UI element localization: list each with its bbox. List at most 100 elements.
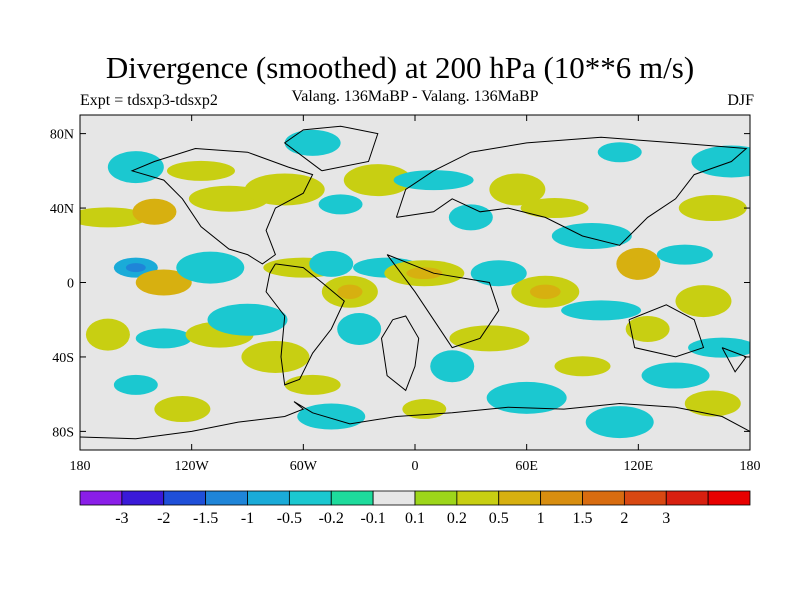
- colorbar-label-6: -0.1: [360, 510, 385, 527]
- chart-title: Divergence (smoothed) at 200 hPa (10**6 …: [105, 50, 695, 85]
- colorbar-label-9: 0.5: [489, 510, 509, 527]
- lon-tick-label-6: 180: [740, 459, 761, 474]
- field-blob-13: [154, 396, 211, 423]
- field-blob-43: [449, 325, 530, 352]
- colorbar-swatch-4: [247, 490, 290, 506]
- colorbar-swatch-10: [498, 490, 542, 506]
- field-blob-49: [684, 390, 741, 417]
- field-core-19: [406, 267, 443, 280]
- field-core-4: [144, 205, 165, 218]
- field-blob-50: [585, 406, 654, 439]
- field-blob-26: [343, 164, 412, 197]
- lon-tick-label-1: 120W: [175, 459, 210, 474]
- colorbar-label-7: 0.1: [405, 510, 425, 527]
- field-blob-5: [107, 151, 164, 184]
- field-blob-25: [284, 129, 341, 156]
- lon-tick-label-5: 120E: [624, 459, 654, 474]
- field-core-0: [125, 263, 146, 273]
- colorbar-label-12: 2: [620, 510, 628, 527]
- colorbar-label-5: -0.2: [319, 510, 344, 527]
- coastline-0: [80, 401, 750, 440]
- field-blob-9: [135, 328, 192, 349]
- field-blob-37: [470, 260, 527, 287]
- season-label: DJF: [727, 92, 754, 109]
- colorbar-swatch-2: [163, 490, 207, 506]
- field-blob-24: [318, 194, 363, 215]
- colorbar-swatch-9: [456, 490, 500, 506]
- field-blob-47: [486, 381, 567, 414]
- field-blob-40: [625, 316, 670, 343]
- field-blob-34: [678, 195, 747, 222]
- field-blob-20: [337, 313, 382, 346]
- lon-tick-label-0: 180: [70, 459, 91, 474]
- lat-tick-label-4: 80S: [52, 425, 74, 440]
- field-blob-35: [691, 145, 750, 178]
- colorbar-swatch-5: [288, 490, 332, 506]
- colorbar-label-13: 3: [662, 510, 670, 527]
- field-blob-28: [448, 204, 493, 231]
- colorbar-label-2: -1.5: [193, 510, 218, 527]
- field-blob-29: [489, 173, 546, 206]
- colorbar-swatch-6: [330, 490, 374, 506]
- field-blob-8: [85, 318, 130, 351]
- field-blob-41: [675, 285, 732, 318]
- colorbar-swatch-7: [372, 490, 416, 506]
- coastlines: [80, 125, 750, 440]
- colorbar-swatch-0: [79, 490, 123, 506]
- colorbar-swatch-1: [121, 490, 165, 506]
- lon-tick-label-4: 60E: [515, 459, 538, 474]
- field-blob-12: [113, 374, 158, 395]
- field-blob-39: [561, 300, 642, 321]
- field-core-38: [529, 284, 561, 300]
- lat-tick-label-1: 40N: [50, 202, 74, 217]
- coastline-4: [283, 125, 379, 172]
- field-blob-36: [597, 142, 642, 163]
- field-blob-21: [284, 374, 341, 395]
- colorbar-swatch-14: [665, 490, 709, 506]
- colorbar-label-3: -1: [241, 510, 254, 527]
- field-blob-16: [309, 250, 354, 277]
- lon-tick-label-3: 0: [412, 459, 419, 474]
- coastline-6: [395, 136, 748, 246]
- colorbar-swatch-13: [623, 490, 667, 506]
- coastline-8: [721, 347, 748, 373]
- colorbar: -3 -2 -1.5 -1 -0.5 -0.2 -0.1 0.1 0.2 0.5 1 1.5 2 3: [79, 490, 751, 527]
- field-blob-23: [244, 173, 325, 206]
- field-blob-31: [551, 222, 632, 249]
- colorbar-label-1: -2: [157, 510, 170, 527]
- colorbar-swatch-11: [540, 490, 583, 506]
- field-blob-44: [430, 350, 475, 383]
- coastline-3: [130, 147, 314, 265]
- field-blob-14: [241, 340, 310, 373]
- colorbar-label-4: -0.5: [277, 510, 302, 527]
- field-blob-46: [641, 362, 710, 389]
- field-blob-11: [207, 303, 288, 336]
- field-blob-45: [554, 356, 611, 377]
- field-blob-33: [656, 244, 713, 265]
- lat-tick-label-0: 80N: [50, 128, 74, 143]
- field-blob-6: [166, 160, 235, 181]
- colorbar-swatch-8: [414, 490, 458, 506]
- colorbar-swatch-3: [205, 490, 248, 506]
- experiment-label: Expt = tdsxp3-tdsxp2: [80, 92, 218, 109]
- colorbar-label-10: 1: [537, 510, 545, 527]
- lon-tick-label-2: 60W: [290, 459, 318, 474]
- field-core-1: [151, 276, 177, 289]
- field-blob-30: [520, 198, 589, 219]
- colorbar-swatch-12: [582, 490, 625, 506]
- coastline-1: [380, 315, 420, 392]
- coastline-2: [265, 263, 345, 386]
- colorbar-label-0: -3: [115, 510, 128, 527]
- latitude-axis: 80N 40N 0 40S 80S: [50, 128, 750, 440]
- coastline-7: [628, 304, 705, 358]
- field-blob-27: [393, 170, 474, 191]
- field-blob-3: [80, 207, 148, 228]
- longitude-axis: 180 120W 60W 0 60E 120E 180: [70, 115, 761, 474]
- lat-tick-label-3: 40S: [52, 351, 74, 366]
- subtitle-label: Valang. 136MaBP - Valang. 136MaBP: [291, 88, 539, 105]
- field-core-17: [337, 284, 363, 300]
- lat-tick-label-2: 0: [67, 277, 74, 292]
- field-blob-2: [176, 251, 245, 284]
- field-blob-22: [297, 403, 366, 430]
